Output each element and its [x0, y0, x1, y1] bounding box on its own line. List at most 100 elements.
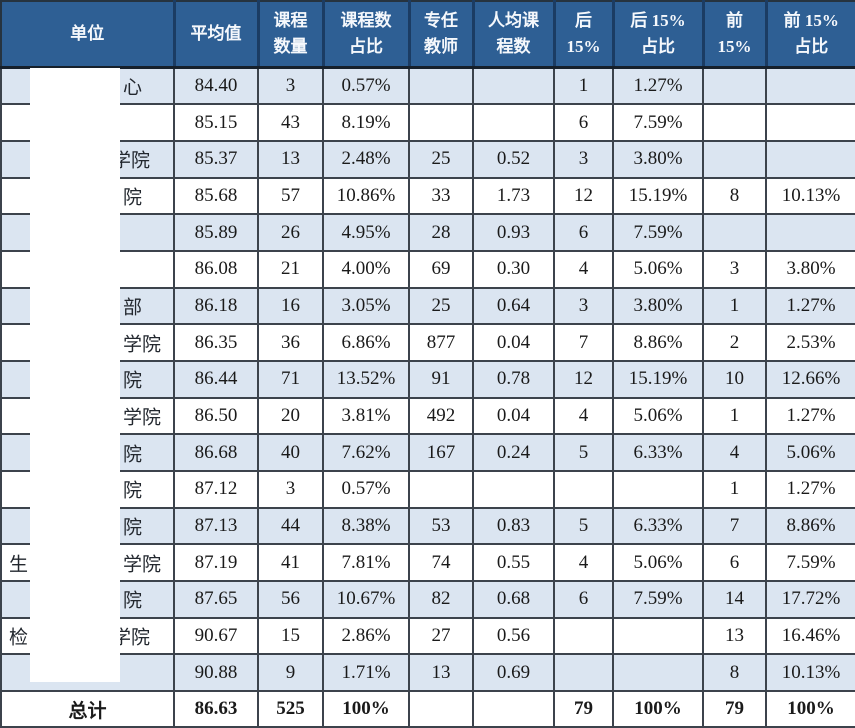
column-header-course-count: 课程 数量 — [256, 1, 323, 69]
cell-bottom15: 3 — [553, 139, 614, 179]
unit-fragment-right: 部 — [123, 297, 143, 319]
total-cell-teachers — [408, 690, 474, 728]
unit-fragment-right: 院 — [123, 370, 143, 392]
cell-course_count: 40 — [257, 433, 324, 472]
cell-bottom15_pct: 3.80% — [612, 139, 704, 179]
cell-avg: 90.88 — [173, 653, 259, 692]
column-header-teachers: 专任 教师 — [407, 1, 473, 69]
cell-per_capita — [472, 103, 555, 142]
cell-course_count: 44 — [257, 506, 324, 546]
cell-top15: 8 — [702, 653, 767, 692]
table-row: 院 87.65 56 10.67% 82 0.68 6 7.59% 14 17.… — [0, 579, 855, 619]
cell-per_capita: 0.68 — [472, 579, 555, 619]
cell-per_capita: 0.69 — [472, 653, 555, 692]
cell-top15: 1 — [702, 396, 767, 436]
unit-fragment-left: 检 — [9, 627, 29, 649]
cell-per_capita: 0.04 — [472, 323, 555, 362]
redaction-overlay — [30, 68, 120, 682]
cell-top15_pct: 10.13% — [765, 176, 855, 216]
cell-top15: 2 — [702, 323, 767, 362]
cell-course_pct: 1.71% — [322, 653, 410, 692]
cell-bottom15_pct: 15.19% — [612, 176, 704, 216]
cell-bottom15_pct: 6.33% — [612, 506, 704, 546]
cell-course_pct: 8.38% — [322, 506, 410, 546]
total-label: 总计 — [0, 690, 175, 728]
cell-per_capita — [472, 66, 555, 106]
cell-top15_pct: 2.53% — [765, 323, 855, 362]
table-row: 86.08 21 4.00% 69 0.30 4 5.06% 3 3.80% — [0, 249, 855, 289]
total-cell-avg: 86.63 — [173, 690, 259, 728]
cell-teachers: 167 — [408, 433, 474, 472]
cell-bottom15_pct: 7.59% — [612, 103, 704, 142]
cell-avg: 84.40 — [173, 66, 259, 106]
column-header-bottom15: 后 15% — [552, 1, 613, 69]
cell-course_pct: 4.95% — [322, 213, 410, 252]
table-row: 部 86.18 16 3.05% 25 0.64 3 3.80% 1 1.27% — [0, 286, 855, 326]
cell-course_pct: 10.86% — [322, 176, 410, 216]
cell-teachers — [408, 103, 474, 142]
cell-course_pct: 2.48% — [322, 139, 410, 179]
table-footer: 总计 86.63 525 100% 79 100% 79 100% — [0, 690, 855, 728]
cell-teachers: 53 — [408, 506, 474, 546]
table-row: 心 84.40 3 0.57% 1 1.27% — [0, 66, 855, 106]
cell-bottom15: 6 — [553, 103, 614, 142]
cell-avg: 86.35 — [173, 323, 259, 362]
cell-teachers: 877 — [408, 323, 474, 362]
cell-avg: 86.50 — [173, 396, 259, 436]
cell-bottom15: 4 — [553, 249, 614, 289]
cell-course_pct: 0.57% — [322, 66, 410, 106]
cell-per_capita: 0.52 — [472, 139, 555, 179]
cell-bottom15_pct — [612, 653, 704, 692]
cell-top15_pct — [765, 103, 855, 142]
cell-top15: 3 — [702, 249, 767, 289]
unit-fragment-left: 生 — [9, 554, 29, 576]
cell-teachers — [408, 66, 474, 106]
table-row: 检 学院 90.67 15 2.86% 27 0.56 13 16.46% — [0, 616, 855, 656]
cell-bottom15_pct: 8.86% — [612, 323, 704, 362]
unit-fragment-right: 院 — [123, 480, 143, 502]
cell-bottom15_pct: 5.06% — [612, 543, 704, 582]
cell-avg: 85.37 — [173, 139, 259, 179]
cell-bottom15: 3 — [553, 286, 614, 326]
cell-course_count: 71 — [257, 359, 324, 399]
cell-course_count: 3 — [257, 469, 324, 509]
table-body: 心 84.40 3 0.57% 1 1.27% 85.15 43 8.19% 6… — [0, 66, 855, 692]
cell-bottom15_pct: 5.06% — [612, 396, 704, 436]
cell-course_pct: 6.86% — [322, 323, 410, 362]
total-cell-course-count: 525 — [257, 690, 324, 728]
cell-teachers: 33 — [408, 176, 474, 216]
cell-bottom15_pct: 6.33% — [612, 433, 704, 472]
cell-bottom15: 4 — [553, 396, 614, 436]
total-row: 总计 86.63 525 100% 79 100% 79 100% — [0, 690, 855, 728]
cell-per_capita — [472, 469, 555, 509]
total-cell-bottom15-pct: 100% — [612, 690, 704, 728]
cell-top15: 1 — [702, 469, 767, 509]
cell-top15: 10 — [702, 359, 767, 399]
cell-teachers: 82 — [408, 579, 474, 619]
cell-top15 — [702, 66, 767, 106]
cell-top15_pct: 7.59% — [765, 543, 855, 582]
cell-top15_pct: 5.06% — [765, 433, 855, 472]
cell-top15_pct — [765, 66, 855, 106]
cell-teachers: 74 — [408, 543, 474, 582]
unit-fragment-right: 院 — [123, 187, 143, 209]
total-cell-top15: 79 — [702, 690, 767, 728]
cell-per_capita: 0.56 — [472, 616, 555, 656]
cell-bottom15_pct — [612, 469, 704, 509]
unit-fragment-right: 学院 — [123, 407, 162, 429]
cell-bottom15: 7 — [553, 323, 614, 362]
unit-fragment-right: 学院 — [112, 627, 151, 649]
cell-avg: 87.13 — [173, 506, 259, 546]
table-row: 学院 86.50 20 3.81% 492 0.04 4 5.06% 1 1.2… — [0, 396, 855, 436]
cell-course_pct: 3.81% — [322, 396, 410, 436]
table-row: 院 85.68 57 10.86% 33 1.73 12 15.19% 8 10… — [0, 176, 855, 216]
cell-course_count: 3 — [257, 66, 324, 106]
cell-avg: 87.65 — [173, 579, 259, 619]
cell-bottom15: 6 — [553, 579, 614, 619]
cell-top15_pct: 10.13% — [765, 653, 855, 692]
cell-course_count: 15 — [257, 616, 324, 656]
cell-per_capita: 0.64 — [472, 286, 555, 326]
cell-course_count: 36 — [257, 323, 324, 362]
cell-top15_pct: 12.66% — [765, 359, 855, 399]
